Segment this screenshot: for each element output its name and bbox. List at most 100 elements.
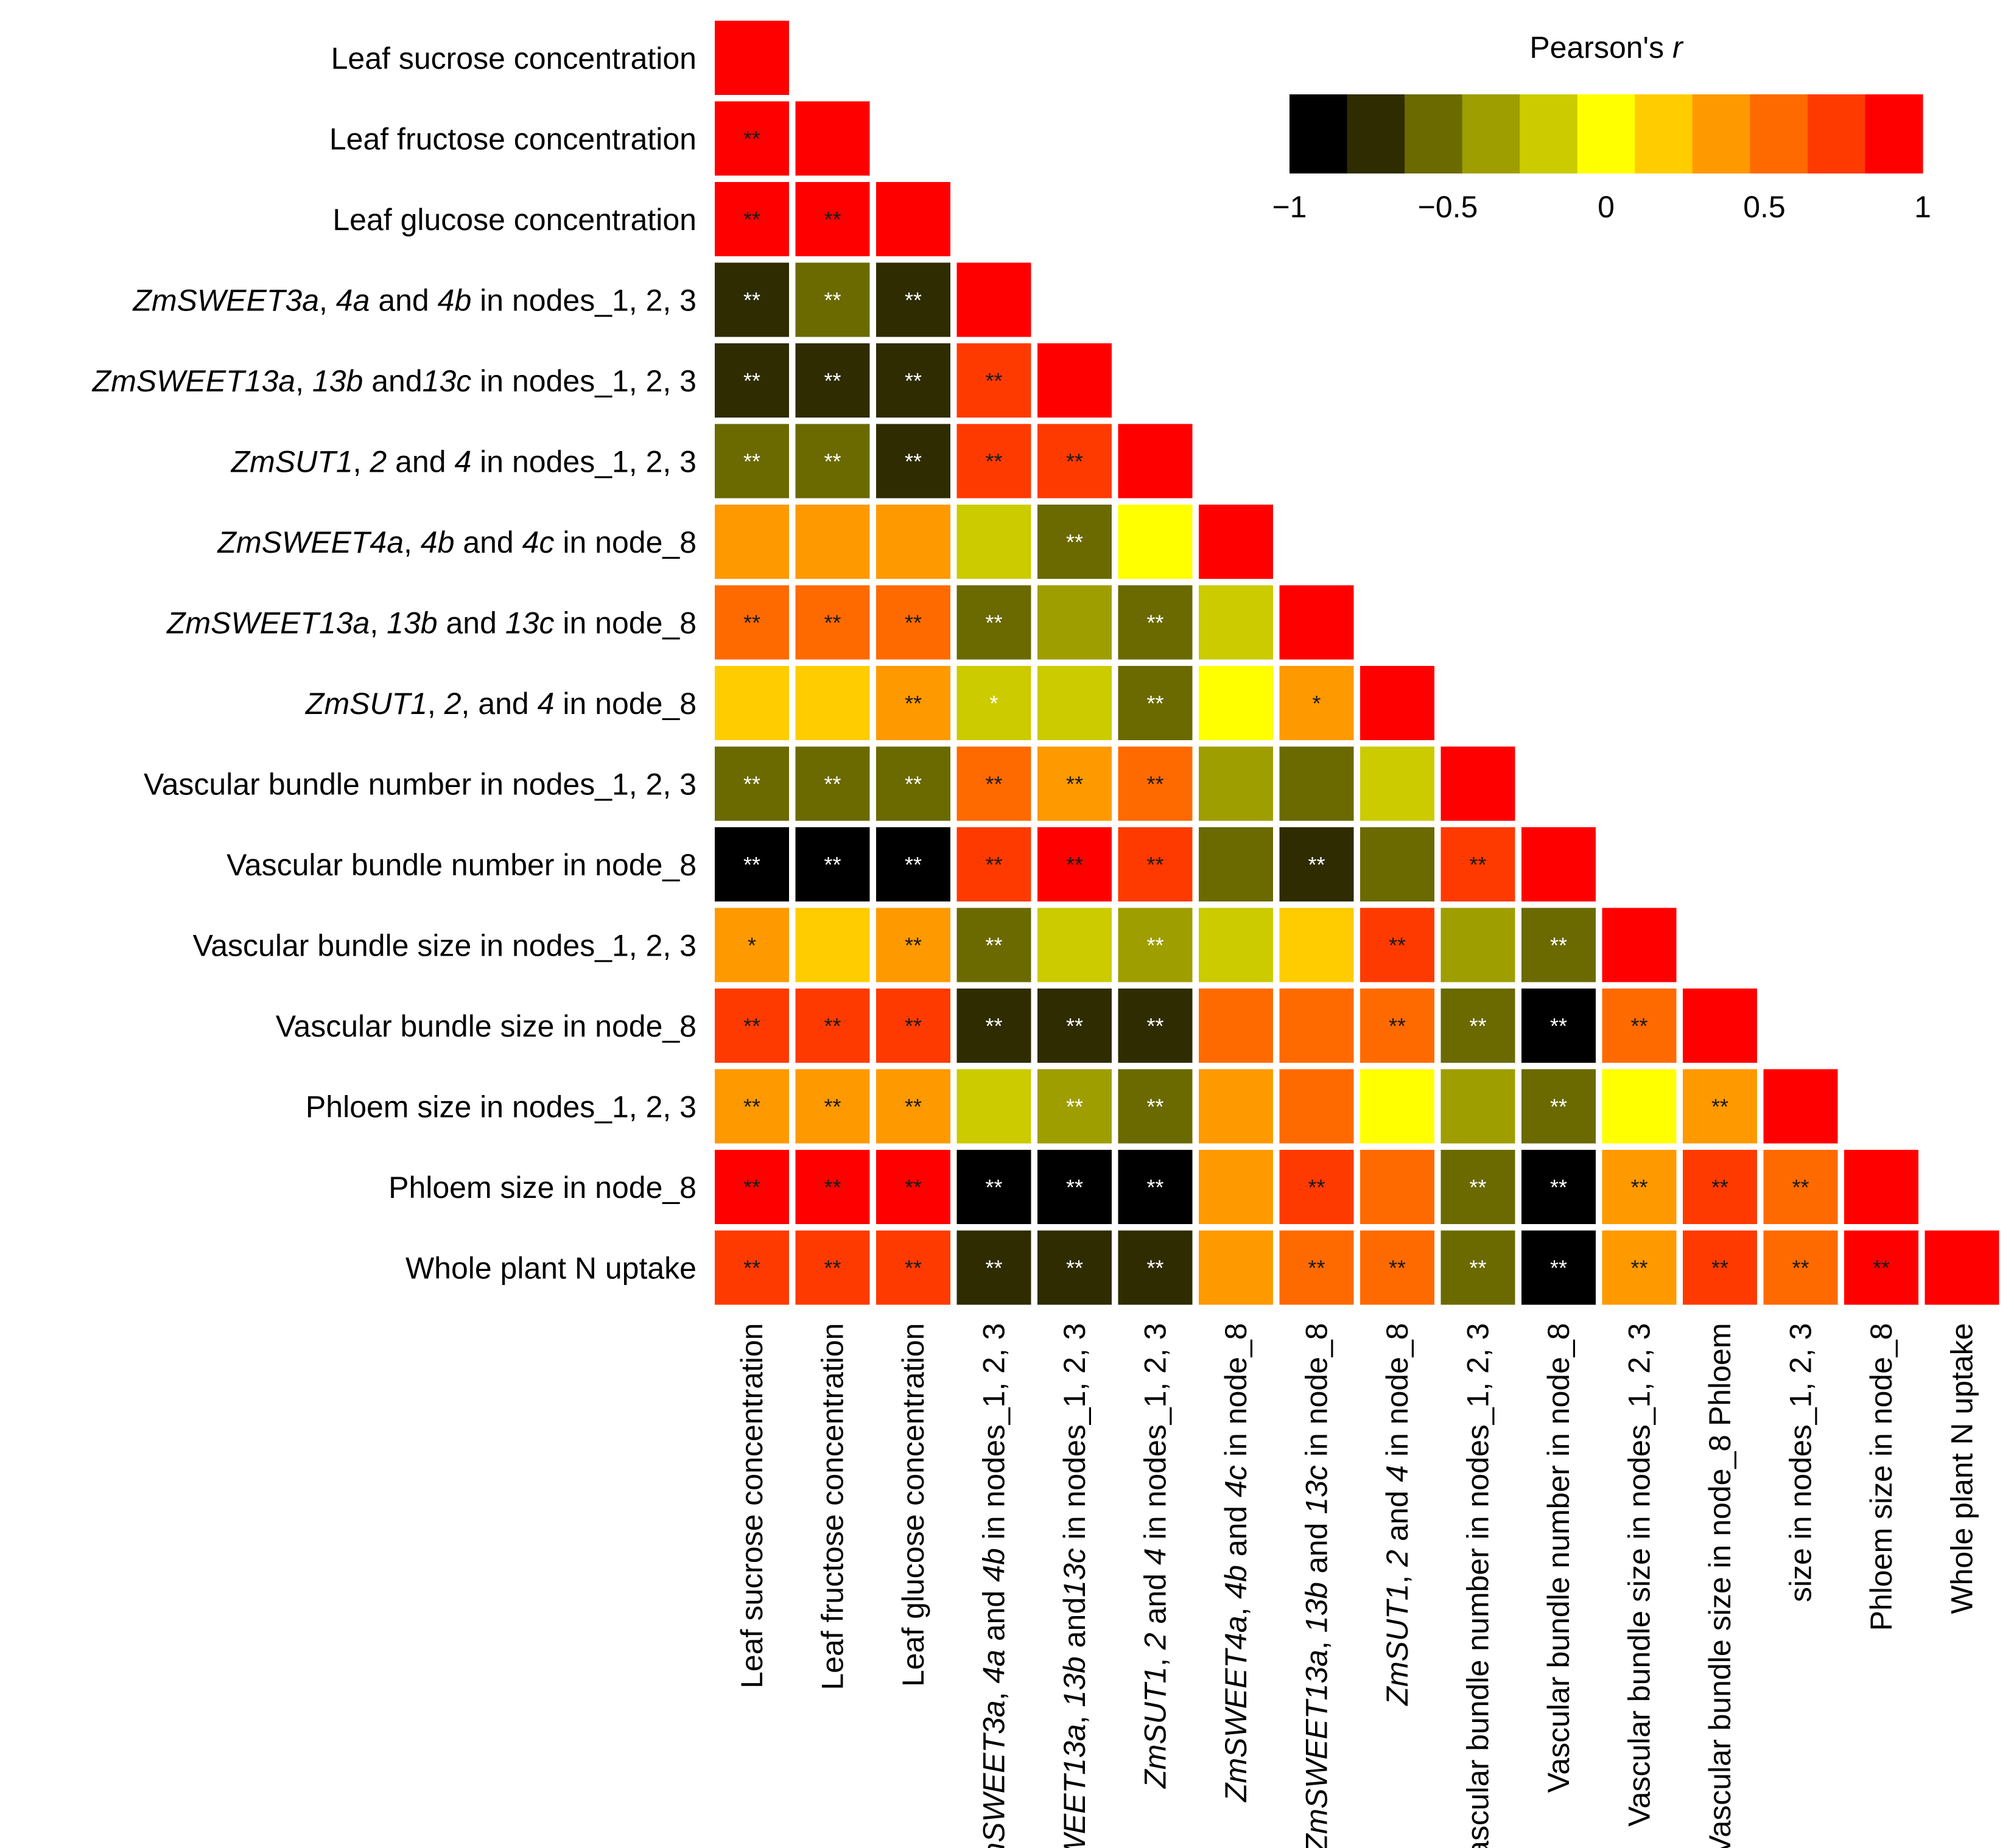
significance-mark: ** [1066,1094,1083,1119]
heatmap-cell-r8-c8 [1360,666,1434,740]
heatmap-cell-r13-c0 [715,1069,789,1144]
heatmap-cell-r15-c11 [1602,1230,1677,1305]
row-label-whole-plant-n-uptake: Whole plant N uptake [405,1251,696,1286]
column-label-leaf-glucose-concentration: Leaf glucose concentration [896,1323,930,1687]
column-label-zmsweet13a-13b-and13c-in-nodes-1-2-3: ZmSWEET13a, 13b and13c in nodes_1, 2, 3 [1058,1323,1092,1848]
heatmap-cell-r0-c0 [715,21,789,95]
significance-mark: ** [905,368,922,393]
column-label-vascular-bundle-size-in-node-8-phloem: Vascular bundle size in node_8 Phloem [1703,1323,1737,1848]
heatmap-cell-r13-c12 [1683,1069,1757,1144]
heatmap-cell-r1-c0 [715,101,789,176]
heatmap-cell-r8-c7 [1279,666,1354,740]
significance-mark: ** [1389,1256,1406,1281]
heatmap-cell-r13-c11 [1602,1069,1677,1144]
significance-mark: ** [1550,933,1567,958]
significance-mark: ** [743,449,760,474]
significance-mark: ** [905,288,922,313]
column-label-whole-plant-n-uptake: Whole plant N uptake [1945,1323,1979,1614]
heatmap-cell-r9-c1 [795,746,870,821]
heatmap-cell-r8-c4 [1037,666,1112,740]
significance-mark: ** [1630,1175,1647,1200]
colorbar-tick-label: −1 [1272,190,1307,224]
heatmap-cell-r14-c14 [1844,1150,1918,1224]
heatmap-cell-r12-c5 [1118,989,1193,1063]
significance-mark: ** [1066,530,1083,555]
row-label-zmsweet3a-4a-and-4b-in-nodes-1-2-3: ZmSWEET3a, 4a and 4b in nodes_1, 2, 3 [132,284,696,318]
significance-mark: ** [1066,1013,1083,1038]
heatmap-cell-r11-c8 [1360,908,1434,982]
significance-mark: ** [743,1013,760,1038]
significance-mark: ** [1146,1175,1163,1200]
heatmap-cell-r14-c3 [956,1150,1031,1224]
heatmap-cell-r15-c10 [1521,1230,1596,1305]
significance-mark: ** [1066,449,1083,474]
heatmap-cell-r14-c5 [1118,1150,1193,1224]
heatmap-cell-r11-c9 [1440,908,1515,982]
colorbar-legend: Pearson's r −1 −0.5 0 0.5 1 [1272,30,1931,224]
heatmap-cell-r11-c2 [876,908,950,982]
heatmap-cell-r12-c2 [876,989,950,1063]
column-label-zmsut1-2-and-4-in-nodes-1-2-3: ZmSUT1, 2 and 4 in nodes_1, 2, 3 [1139,1323,1173,1789]
significance-mark: ** [1469,1013,1486,1038]
significance-mark: * [989,691,998,716]
heatmap-cell-r4-c2 [876,343,950,418]
heatmap-cell-r10-c2 [876,827,950,901]
row-label-phloem-size-in-node-8: Phloem size in node_8 [388,1171,696,1205]
significance-mark: ** [985,1013,1002,1038]
row-label-zmsut1-2-and-4-in-nodes-1-2-3: ZmSUT1, 2 and 4 in nodes_1, 2, 3 [231,445,696,479]
significance-mark: ** [743,1175,760,1200]
significance-mark: ** [1146,852,1163,877]
significance-mark: ** [985,852,1002,877]
significance-mark: ** [1146,933,1163,958]
heatmap-cell-r9-c0 [715,746,789,821]
row-label-vascular-bundle-number-in-nodes-1-2-3: Vascular bundle number in nodes_1, 2, 3 [144,768,696,802]
heatmap-cell-r11-c6 [1199,908,1273,982]
heatmap-cell-r15-c5 [1118,1230,1193,1305]
heatmap-cell-r14-c13 [1763,1150,1838,1224]
significance-mark: ** [824,1094,841,1119]
significance-mark: ** [1389,1013,1406,1038]
significance-mark: ** [824,207,841,232]
heatmap-cell-r10-c1 [795,827,870,901]
heatmap-cell-r6-c3 [956,505,1031,579]
significance-mark: ** [743,288,760,313]
column-label-phloem-size-in-node-8: Phloem size in node_8 [1864,1323,1898,1631]
heatmap-cell-r7-c7 [1279,585,1354,660]
heatmap-cell-r10-c8 [1360,827,1434,901]
heatmap-cell-r15-c14 [1844,1230,1918,1305]
heatmap-cell-r10-c0 [715,827,789,901]
significance-mark: ** [824,449,841,474]
heatmap-cell-r13-c4 [1037,1069,1112,1144]
heatmap-cell-r14-c6 [1199,1150,1273,1224]
heatmap-cell-r13-c1 [795,1069,870,1144]
heatmap-cell-r10-c3 [956,827,1031,901]
heatmap-cell-r7-c3 [956,585,1031,660]
colorbar-swatch [1347,94,1405,173]
colorbar-swatch [1462,94,1520,173]
significance-mark: ** [985,1175,1002,1200]
heatmap-cell-r2-c2 [876,182,950,256]
heatmap-cell-r12-c3 [956,989,1031,1063]
significance-mark: ** [1550,1013,1567,1038]
row-label-phloem-size-in-nodes-1-2-3: Phloem size in nodes_1, 2, 3 [306,1090,696,1124]
heatmap-cell-r6-c1 [795,505,870,579]
heatmap-cell-r9-c6 [1199,746,1273,821]
heatmap-cell-r3-c1 [795,262,870,337]
heatmap-cell-r13-c2 [876,1069,950,1144]
heatmap-cell-r5-c0 [715,424,789,499]
heatmap-cells: **** **** ** **** ** ** **** ** ** ** ****** ** ** **… [715,21,1999,1305]
heatmap-cell-r7-c6 [1199,585,1273,660]
colorbar-swatch [1289,94,1348,173]
significance-mark: ** [1146,1256,1163,1281]
heatmap-cell-r14-c7 [1279,1150,1354,1224]
significance-mark: ** [985,449,1002,474]
significance-mark: ** [1146,772,1163,797]
row-labels: Leaf sucrose concentration Leaf fructose … [92,41,696,1286]
heatmap-cell-r15-c8 [1360,1230,1434,1305]
heatmap-cell-r9-c8 [1360,746,1434,821]
significance-mark: ** [824,611,841,635]
significance-mark: ** [743,772,760,797]
significance-mark: ** [824,1175,841,1200]
heatmap-cell-r6-c0 [715,505,789,579]
